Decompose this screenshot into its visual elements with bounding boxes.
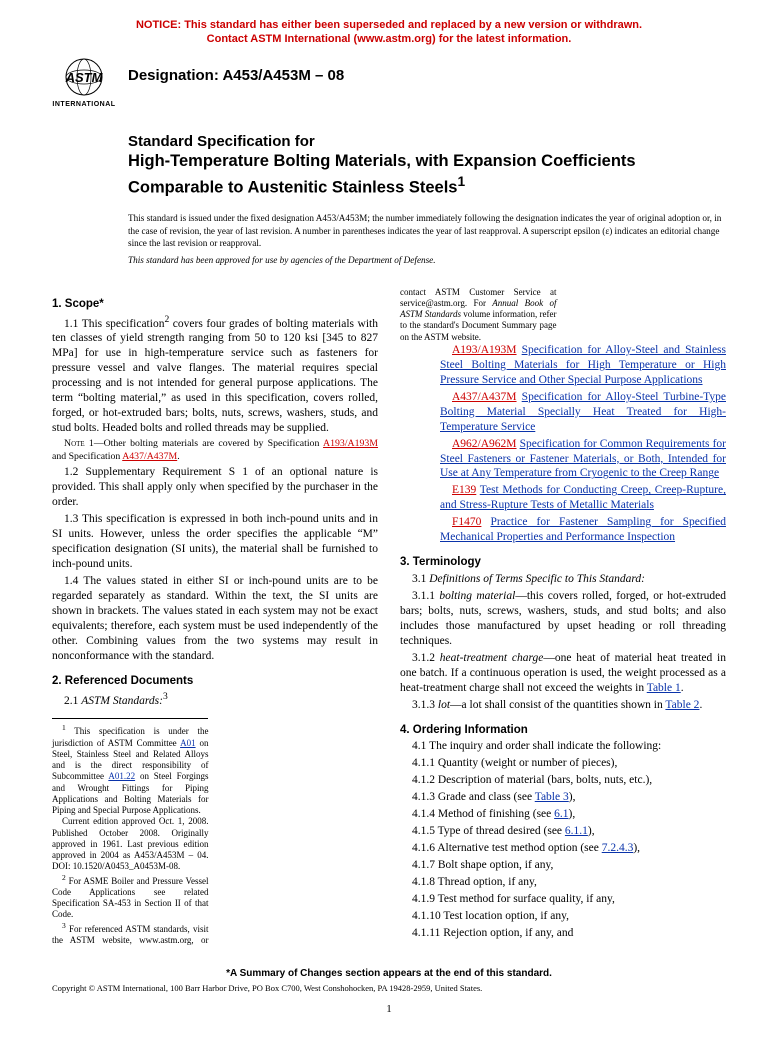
link-a193[interactable]: A193/A193M — [323, 438, 378, 449]
para-3-1-2: 3.1.2 heat-treatment charge—one heat of … — [400, 651, 726, 696]
p312-c: . — [681, 682, 684, 694]
astm-logo-block: ASTM INTERNATIONAL — [52, 57, 116, 108]
note-1: Note 1—Other bolting materials are cover… — [52, 438, 378, 463]
term-lot: lot — [438, 699, 450, 711]
para-1-1: 1.1 This specification2 covers four grad… — [52, 314, 378, 436]
link-a437[interactable]: A437/A437M — [122, 451, 177, 462]
page: NOTICE: This standard has either been su… — [0, 0, 778, 1043]
para-1-3: 1.3 This specification is expressed in b… — [52, 512, 378, 572]
ordering-item: 4.1.5 Type of thread desired (see 6.1.1)… — [400, 824, 726, 839]
designation-row: Designation: A453/A453M – 08 — [128, 57, 344, 84]
summary-changes-note: *A Summary of Changes section appears at… — [52, 968, 726, 979]
ordering-item: 4.1.4 Method of finishing (see 6.1), — [400, 807, 726, 822]
section-head-ordering: 4. Ordering Information — [400, 723, 726, 738]
para-3-1-3: 3.1.3 lot—a lot shall consist of the qua… — [400, 698, 726, 713]
ref-code-link[interactable]: E139 — [452, 484, 476, 496]
para-1-1a: 1.1 This specification — [64, 318, 164, 330]
ordering-item: 4.1.2 Description of material (bars, bol… — [400, 773, 726, 788]
ordering-item: 4.1.10 Test location option, if any, — [400, 909, 726, 924]
section-head-refdocs: 2. Referenced Documents — [52, 674, 378, 689]
ref-title-link[interactable]: Test Methods for Conducting Creep, Creep… — [440, 484, 726, 511]
section-head-terminology: 3. Terminology — [400, 555, 726, 570]
page-number: 1 — [52, 1003, 726, 1015]
para-2-1-num: 2.1 — [64, 694, 81, 706]
footnote-1: 1 This specification is under the jurisd… — [52, 723, 208, 816]
ref-code-link[interactable]: A962/A962M — [452, 438, 517, 450]
para-3-1: 3.1 Definitions of Terms Specific to Thi… — [400, 572, 726, 587]
section-head-scope: 1. Scope* — [52, 297, 378, 312]
copyright-line: Copyright © ASTM International, 100 Barr… — [52, 983, 726, 993]
note-1b: and Specification — [52, 451, 122, 462]
para-1-1b: covers four grades of bolting materials … — [52, 318, 378, 435]
para-3-1-label: Definitions of Terms Specific to This St… — [429, 573, 645, 585]
logo-international-text: INTERNATIONAL — [52, 101, 116, 108]
footnote-1-edition: Current edition approved Oct. 1, 2008. P… — [52, 816, 208, 872]
title-super: 1 — [457, 174, 465, 189]
p313-num: 3.1.3 — [412, 699, 438, 711]
svg-text:ASTM: ASTM — [65, 70, 104, 85]
ref-item: E139 Test Methods for Conducting Creep, … — [400, 483, 726, 513]
ordering-item: 4.1.8 Thread option, if any, — [400, 875, 726, 890]
title-pre: Standard Specification for — [128, 132, 726, 152]
title-block: Standard Specification for High-Temperat… — [128, 132, 726, 199]
note-1a: —Other bolting materials are covered by … — [94, 438, 323, 449]
para-2-1-label: ASTM Standards: — [81, 694, 163, 706]
cross-ref-link[interactable]: 6.1.1 — [565, 825, 588, 837]
term-bolting-material: bolting material — [439, 590, 515, 602]
title-main-text: High-Temperature Bolting Materials, with… — [128, 152, 636, 196]
ordering-list: 4.1.1 Quantity (weight or number of piec… — [400, 756, 726, 940]
ordering-item: 4.1.11 Rejection option, if any, and — [400, 926, 726, 941]
ref-title-link[interactable]: Practice for Fastener Sampling for Speci… — [440, 516, 726, 543]
p311-num: 3.1.1 — [412, 590, 439, 602]
ref-item: A193/A193M Specification for Alloy-Steel… — [400, 343, 726, 388]
para-1-4: 1.4 The values stated in either SI or in… — [52, 574, 378, 664]
footnote-2: 2 For ASME Boiler and Pressure Vessel Co… — [52, 873, 208, 921]
p313-c: . — [699, 699, 702, 711]
ref-item: A437/A437M Specification for Alloy-Steel… — [400, 390, 726, 435]
link-table-2[interactable]: Table 2 — [665, 699, 699, 711]
ref-item: F1470 Practice for Fastener Sampling for… — [400, 515, 726, 545]
para-4-1: 4.1 The inquiry and order shall indicate… — [400, 739, 726, 754]
para-3-1-1: 3.1.1 bolting material—this covers rolle… — [400, 589, 726, 649]
header-block: ASTM INTERNATIONAL Designation: A453/A45… — [52, 57, 726, 108]
ordering-item: 4.1.6 Alternative test method option (se… — [400, 841, 726, 856]
notice-banner: NOTICE: This standard has either been su… — [52, 18, 726, 47]
notice-line1: NOTICE: This standard has either been su… — [136, 19, 642, 31]
ordering-item: 4.1.7 Bolt shape option, if any, — [400, 858, 726, 873]
cross-ref-link[interactable]: Table 3 — [535, 791, 569, 803]
ref-code-link[interactable]: F1470 — [452, 516, 481, 528]
footnote-2-text: For ASME Boiler and Pressure Vessel Code… — [52, 876, 208, 920]
p313-body: —a lot shall consist of the quantities s… — [450, 699, 665, 711]
note-1-label: Note 1 — [64, 438, 94, 449]
ref-code-link[interactable]: A193/A193M — [452, 344, 517, 356]
ordering-item: 4.1.3 Grade and class (see Table 3), — [400, 790, 726, 805]
ordering-item: 4.1.1 Quantity (weight or number of piec… — [400, 756, 726, 771]
cross-ref-link[interactable]: 6.1 — [554, 808, 568, 820]
issuance-note: This standard is issued under the fixed … — [128, 212, 726, 249]
cross-ref-link[interactable]: 7.2.4.3 — [602, 842, 634, 854]
link-committee-a01[interactable]: A01 — [180, 738, 196, 748]
link-table-1[interactable]: Table 1 — [647, 682, 681, 694]
para-1-2: 1.2 Supplementary Requirement S 1 of an … — [52, 465, 378, 510]
body-columns: 1. Scope* 1.1 This specification2 covers… — [52, 287, 726, 946]
notice-line2: Contact ASTM International (www.astm.org… — [207, 33, 572, 45]
astm-logo-icon: ASTM — [56, 57, 112, 97]
dod-approval-line: This standard has been approved for use … — [128, 255, 726, 265]
title-main: High-Temperature Bolting Materials, with… — [128, 151, 726, 198]
ref-item: A962/A962M Specification for Common Requ… — [400, 437, 726, 482]
ref-code-link[interactable]: A437/A437M — [452, 391, 517, 403]
term-heat-treatment: heat-treatment charge — [440, 652, 544, 664]
p312-num: 3.1.2 — [412, 652, 440, 664]
footnote-ref-3: 3 — [163, 691, 168, 702]
ordering-item: 4.1.9 Test method for surface quality, i… — [400, 892, 726, 907]
note-1c: . — [177, 451, 179, 462]
para-2-1: 2.1 ASTM Standards:3 — [52, 691, 378, 709]
designation-text: Designation: A453/A453M – 08 — [128, 67, 344, 84]
link-subcommittee-a0122[interactable]: A01.22 — [108, 771, 135, 781]
